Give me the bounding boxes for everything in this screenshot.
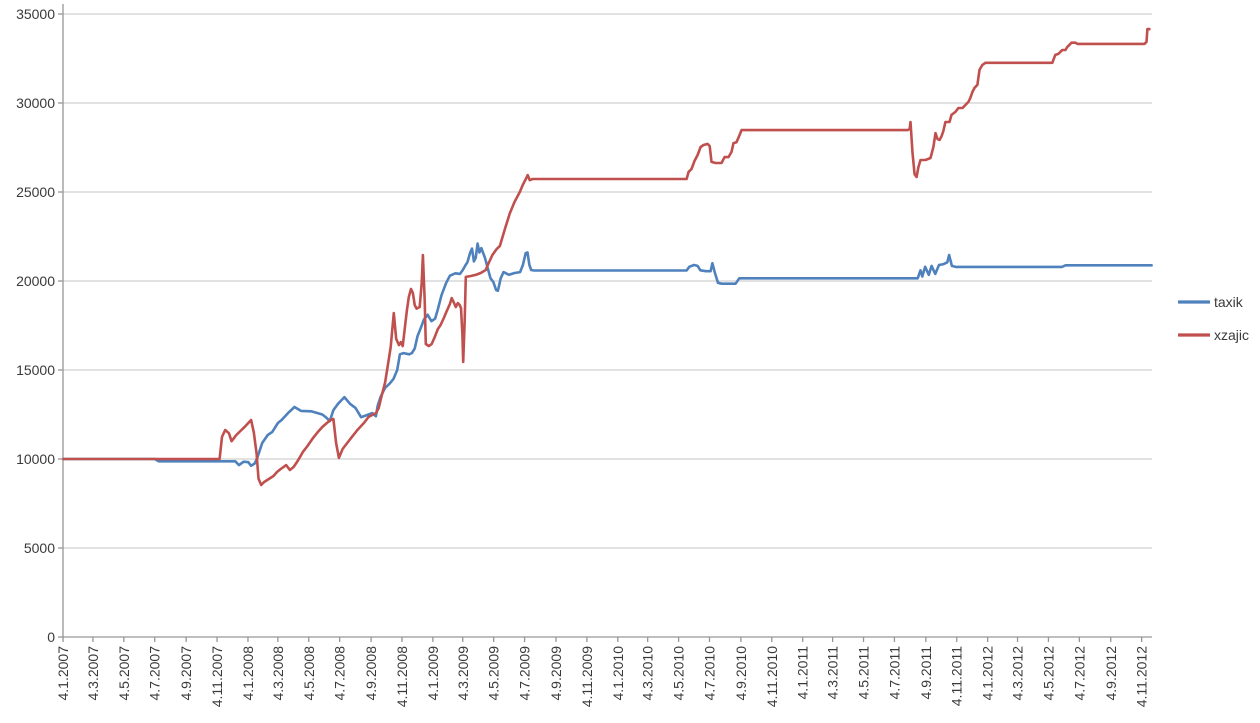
- x-tick-label: 4.3.2012: [1010, 646, 1026, 701]
- x-tick-label: 4.11.2008: [394, 646, 410, 707]
- x-tick-label: 4.5.2009: [486, 646, 502, 701]
- x-tick-label: 4.3.2011: [825, 646, 841, 700]
- x-tick-label: 4.9.2012: [1103, 646, 1119, 701]
- y-tick-label: 20000: [16, 273, 55, 289]
- x-tick-label: 4.11.2007: [209, 646, 225, 707]
- x-tick-label: 4.3.2009: [455, 646, 471, 701]
- x-tick-label: 4.1.2012: [980, 646, 996, 701]
- x-tick-label: 4.11.2009: [579, 646, 595, 707]
- series-line-xzajic: [62, 27, 1151, 487]
- x-tick-label: 4.7.2011: [886, 646, 902, 700]
- legend-label-xzajic: xzajic: [1214, 327, 1249, 343]
- x-tick-label: 4.3.2010: [640, 646, 656, 701]
- y-tick-label: 25000: [16, 184, 55, 200]
- y-tick-label: 15000: [16, 362, 55, 378]
- x-tick-label: 4.3.2007: [85, 646, 101, 701]
- x-tick-label: 4.5.2010: [671, 646, 687, 701]
- x-tick-label: 4.1.2008: [240, 646, 256, 701]
- x-tick-label: 4.9.2010: [733, 646, 749, 701]
- x-tick-label: 4.1.2010: [610, 646, 626, 701]
- x-tick-label: 4.9.2009: [548, 646, 564, 701]
- x-tick-label: 4.7.2008: [332, 646, 348, 701]
- x-tick-label: 4.7.2012: [1071, 646, 1087, 701]
- x-tick-label: 4.3.2008: [270, 646, 286, 701]
- x-tick-label: 4.7.2010: [702, 646, 718, 701]
- x-tick-label: 4.9.2008: [363, 646, 379, 701]
- x-tick-label: 4.5.2012: [1040, 646, 1056, 701]
- x-tick-label: 4.1.2009: [425, 646, 441, 701]
- x-tick-label: 4.7.2007: [147, 646, 163, 701]
- x-tick-label: 4.11.2012: [1134, 646, 1150, 707]
- y-tick-label: 0: [47, 629, 55, 645]
- x-tick-label: 4.11.2011: [949, 646, 965, 706]
- x-tick-label: 4.9.2007: [178, 646, 194, 701]
- x-tick-label: 4.5.2008: [301, 646, 317, 701]
- x-tick-label: 4.5.2007: [116, 646, 132, 701]
- y-tick-label: 10000: [16, 451, 55, 467]
- x-tick-label: 4.9.2011: [918, 646, 934, 700]
- x-tick-label: 4.1.2011: [795, 646, 811, 700]
- legend-label-taxik: taxik: [1214, 294, 1244, 310]
- series-line-taxik: [62, 242, 1153, 468]
- x-tick-label: 4.11.2010: [764, 646, 780, 707]
- x-tick-label: 4.1.2007: [55, 646, 71, 701]
- x-tick-label: 4.5.2011: [856, 646, 872, 700]
- y-tick-label: 5000: [24, 540, 55, 556]
- y-tick-label: 30000: [16, 95, 55, 111]
- y-tick-label: 35000: [16, 6, 55, 22]
- x-tick-label: 4.7.2009: [517, 646, 533, 701]
